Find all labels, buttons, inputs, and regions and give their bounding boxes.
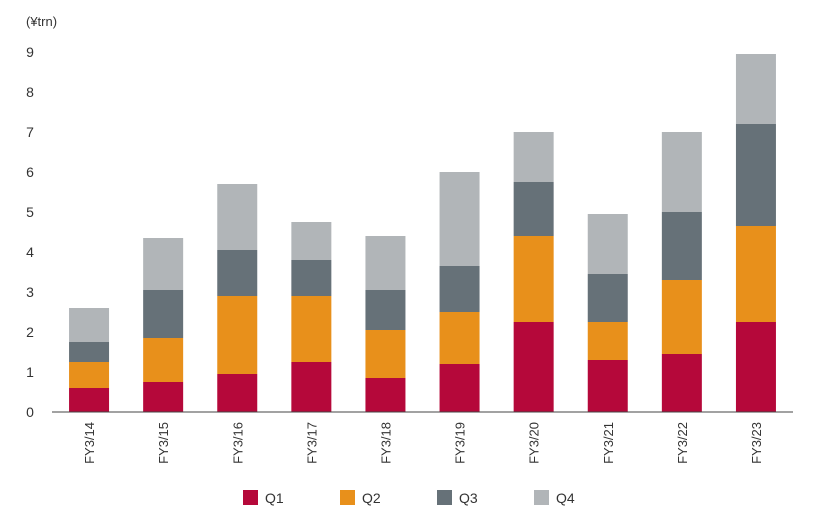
x-category-label: FY3/14 [82, 422, 97, 464]
bar-segment-q3-fy3-20 [513, 182, 554, 236]
y-tick-label: 5 [26, 204, 34, 220]
bar-segment-q1-fy3-19 [439, 364, 480, 412]
y-tick-label: 3 [26, 284, 34, 300]
x-axis-labels: FY3/14 FY3/15 FY3/16 FY3/17 FY3/18 FY3/19 FY3/… [82, 422, 764, 464]
bar-segment-q3-fy3-23 [735, 124, 776, 226]
y-tick-label: 8 [26, 84, 34, 100]
bar-segment-q4-fy3-16 [217, 184, 258, 250]
y-axis-unit-label: (¥trn) [26, 14, 57, 29]
legend-label-q3: Q3 [459, 490, 478, 506]
bar-segment-q3-fy3-22 [661, 212, 702, 280]
bar-segment-q3-fy3-19 [439, 266, 480, 312]
x-category-label: FY3/20 [527, 422, 542, 464]
legend: Q1 Q2 Q3 Q4 [243, 490, 575, 506]
bar-segment-q3-fy3-17 [291, 260, 332, 296]
y-axis-ticks: 0 1 2 3 4 5 6 7 8 9 [26, 44, 34, 420]
bar-segment-q4-fy3-18 [365, 236, 406, 290]
y-tick-label: 0 [26, 404, 34, 420]
bar-segment-q3-fy3-21 [587, 274, 628, 322]
bar-segment-q1-fy3-22 [661, 354, 702, 412]
bar-segment-q2-fy3-22 [661, 280, 702, 354]
y-tick-label: 6 [26, 164, 34, 180]
bar-segment-q2-fy3-17 [291, 296, 332, 362]
bar-segment-q2-fy3-15 [143, 338, 184, 382]
bar-segment-q3-fy3-14 [69, 342, 110, 362]
bars [69, 54, 776, 412]
bar-segment-q3-fy3-16 [217, 250, 258, 296]
bar-segment-q3-fy3-18 [365, 290, 406, 330]
x-category-label: FY3/16 [230, 422, 245, 464]
bar-segment-q2-fy3-18 [365, 330, 406, 378]
legend-swatch-q1 [243, 490, 258, 505]
x-category-label: FY3/22 [675, 422, 690, 464]
legend-swatch-q4 [534, 490, 549, 505]
bar-segment-q1-fy3-23 [735, 322, 776, 412]
bar-segment-q4-fy3-21 [587, 214, 628, 274]
x-category-label: FY3/21 [601, 422, 616, 464]
bar-segment-q4-fy3-15 [143, 238, 184, 290]
legend-swatch-q2 [340, 490, 355, 505]
bar-segment-q2-fy3-14 [69, 362, 110, 388]
bar-segment-q3-fy3-15 [143, 290, 184, 338]
bar-segment-q1-fy3-16 [217, 374, 258, 412]
y-tick-label: 7 [26, 124, 34, 140]
y-tick-label: 2 [26, 324, 34, 340]
x-category-label: FY3/15 [156, 422, 171, 464]
y-tick-label: 4 [26, 244, 34, 260]
bar-segment-q1-fy3-20 [513, 322, 554, 412]
bar-segment-q1-fy3-18 [365, 378, 406, 412]
bar-segment-q4-fy3-22 [661, 132, 702, 212]
bar-segment-q1-fy3-15 [143, 382, 184, 412]
y-tick-label: 1 [26, 364, 34, 380]
bar-segment-q2-fy3-21 [587, 322, 628, 360]
bar-segment-q2-fy3-20 [513, 236, 554, 322]
legend-swatch-q3 [437, 490, 452, 505]
bar-segment-q2-fy3-23 [735, 226, 776, 322]
x-category-label: FY3/23 [749, 422, 764, 464]
bar-segment-q1-fy3-14 [69, 388, 110, 412]
bar-segment-q4-fy3-20 [513, 132, 554, 182]
x-category-label: FY3/17 [304, 422, 319, 464]
y-tick-label: 9 [26, 44, 34, 60]
bar-segment-q2-fy3-16 [217, 296, 258, 374]
bar-segment-q4-fy3-17 [291, 222, 332, 260]
legend-label-q4: Q4 [556, 490, 575, 506]
bar-segment-q1-fy3-17 [291, 362, 332, 412]
x-category-label: FY3/18 [378, 422, 393, 464]
legend-label-q1: Q1 [265, 490, 284, 506]
legend-label-q2: Q2 [362, 490, 381, 506]
bar-segment-q2-fy3-19 [439, 312, 480, 364]
bar-segment-q4-fy3-23 [735, 54, 776, 124]
x-category-label: FY3/19 [453, 422, 468, 464]
bar-segment-q4-fy3-19 [439, 172, 480, 266]
bar-segment-q1-fy3-21 [587, 360, 628, 412]
bar-segment-q4-fy3-14 [69, 308, 110, 342]
